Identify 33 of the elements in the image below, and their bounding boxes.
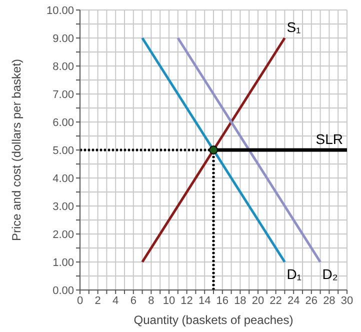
y-tick-label: 2.00: [52, 228, 74, 241]
x-tick-label: 12: [180, 294, 193, 307]
x-tick-label: 14: [198, 294, 211, 307]
x-tick-label: 2: [94, 294, 101, 307]
y-axis-title: Price and cost (dollars per basket): [9, 58, 24, 242]
x-tick-label: 26: [305, 294, 318, 307]
x-tick-label: 18: [234, 294, 246, 307]
x-tick-label: 22: [270, 294, 282, 307]
y-tick-label: 8.00: [52, 60, 74, 73]
y-tick-label: 4.00: [52, 172, 74, 185]
x-tick-label: 6: [130, 294, 136, 307]
y-tick-label: 9.00: [52, 32, 74, 45]
x-tick-label: 30: [340, 294, 354, 307]
series-label: S₁: [286, 19, 302, 35]
x-tick-label: 20: [252, 294, 264, 307]
x-tick-label: 10: [162, 294, 176, 307]
series-label: D₁: [286, 266, 302, 282]
x-tick-label: 8: [148, 294, 154, 307]
x-tick-label: 4: [112, 294, 119, 307]
y-tick-label: 6.00: [52, 116, 74, 129]
y-tick-label: 0.00: [52, 284, 74, 297]
x-axis-title: Quantity (baskets of peaches): [134, 313, 294, 327]
y-tick-label: 1.00: [52, 256, 74, 269]
x-tick-label: 16: [216, 294, 229, 307]
x-tick-label: 28: [323, 294, 336, 307]
y-tick-label: 10.00: [46, 4, 74, 17]
series-label: D₂: [322, 266, 338, 282]
x-tick-label: 0: [76, 294, 84, 307]
y-tick-label: 3.00: [52, 200, 74, 213]
y-tick-label: 5.00: [52, 144, 74, 157]
x-tick-label: 24: [287, 294, 300, 307]
series-label: SLR: [316, 131, 343, 147]
y-tick-label: 7.00: [52, 88, 74, 101]
